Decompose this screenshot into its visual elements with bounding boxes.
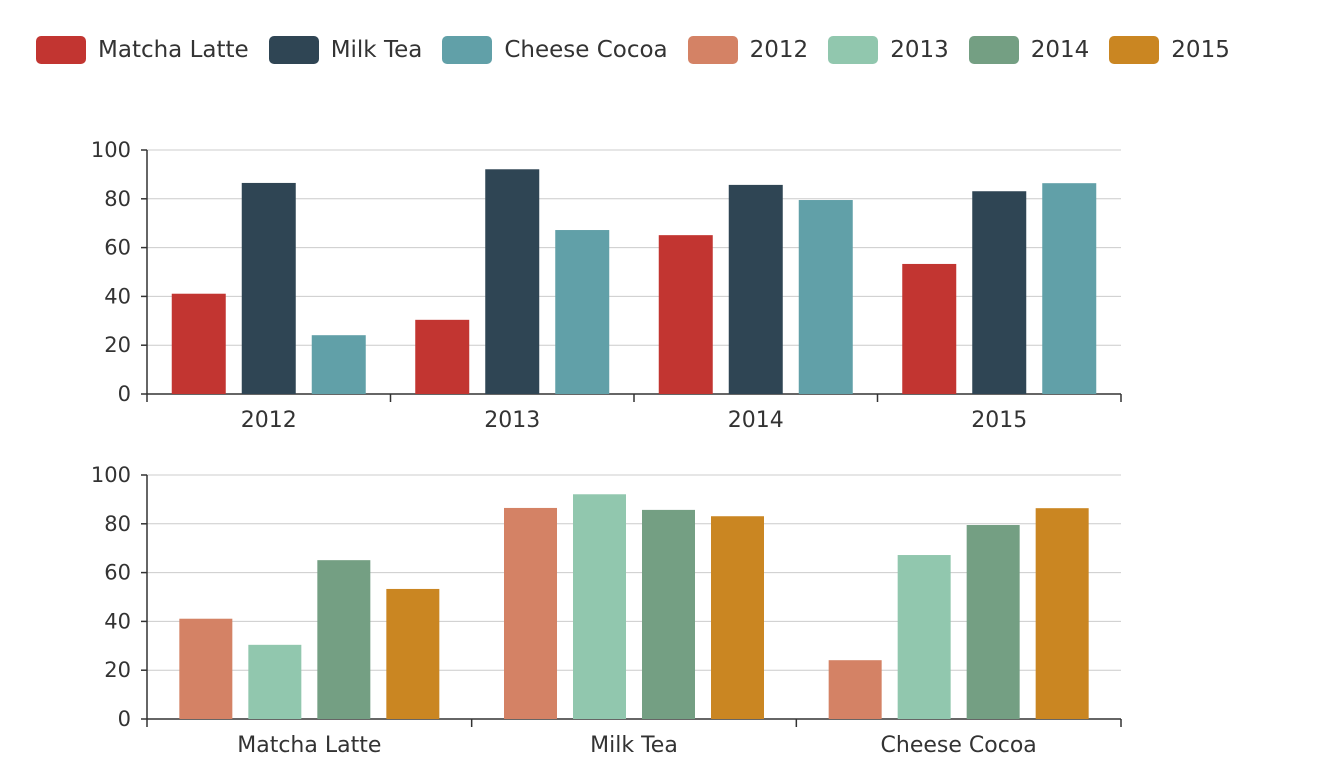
legend-swatch xyxy=(268,36,319,64)
chart-by-year-bar xyxy=(555,230,610,394)
legend-swatch xyxy=(968,36,1019,64)
legend-swatch xyxy=(687,36,738,64)
chart-by-year-category-label: 2015 xyxy=(971,408,1027,433)
chart-by-product-category-label: Milk Tea xyxy=(590,733,678,758)
legend-label: 2015 xyxy=(1171,37,1230,63)
chart-by-product-bar xyxy=(317,560,371,719)
chart-by-product-bar xyxy=(1035,508,1089,719)
chart-by-product-bar xyxy=(248,644,302,719)
chart-by-year-bar xyxy=(658,235,713,394)
legend-label: 2014 xyxy=(1030,37,1090,63)
chart-by-product-bar xyxy=(711,516,764,719)
chart-by-year-bar xyxy=(902,263,957,394)
legend-label: Cheese Cocoa xyxy=(504,37,668,63)
legend-swatch xyxy=(1109,36,1160,64)
chart-by-year-bar xyxy=(171,293,226,394)
chart-by-year-bar xyxy=(415,319,470,394)
chart-by-product-ytick-label: 60 xyxy=(104,561,131,585)
chart-by-product-category-label: Cheese Cocoa xyxy=(881,733,1037,758)
legend-item[interactable]: 2015 xyxy=(1109,36,1230,64)
legend-item[interactable]: 2013 xyxy=(828,36,949,64)
chart-by-year-ytick-label: 60 xyxy=(104,236,131,260)
chart-by-year-ytick-label: 20 xyxy=(104,333,131,357)
legend-item[interactable]: Cheese Cocoa xyxy=(442,36,668,64)
chart-by-product-bar xyxy=(897,555,951,719)
legend-swatch xyxy=(828,36,879,64)
chart-by-year-bar xyxy=(972,191,1027,394)
chart-by-product-bar xyxy=(573,494,626,719)
chart-by-year-bar xyxy=(728,184,783,394)
chart-by-year-ytick-label: 0 xyxy=(118,382,131,406)
chart-by-product-bar xyxy=(642,509,695,719)
chart-by-product-ytick-label: 100 xyxy=(91,463,131,487)
chart-by-year-bar xyxy=(798,200,853,394)
legend-item[interactable]: 2012 xyxy=(687,36,809,64)
chart-by-year-category-label: 2013 xyxy=(484,408,540,433)
chart-by-year-category-label: 2012 xyxy=(241,408,297,433)
legend-item[interactable]: Milk Tea xyxy=(268,36,423,64)
chart-by-product-bar xyxy=(386,588,440,719)
chart-by-product-bar xyxy=(179,618,233,719)
legend-item[interactable]: 2014 xyxy=(968,36,1090,64)
chart-by-year-bar xyxy=(1042,183,1097,394)
chart-by-product-ytick-label: 80 xyxy=(104,512,131,536)
chart-by-year-ytick-label: 40 xyxy=(104,284,131,308)
legend-item[interactable]: Matcha Latte xyxy=(36,36,249,64)
legend-label: Milk Tea xyxy=(330,37,423,63)
legend-label: 2013 xyxy=(890,37,949,63)
chart-by-year-ytick-label: 80 xyxy=(104,187,131,211)
chart-by-product-ytick-label: 0 xyxy=(118,707,131,731)
chart-by-product-bar xyxy=(966,525,1020,719)
chart-by-product-ytick-label: 40 xyxy=(104,609,131,633)
legend-swatch xyxy=(442,36,493,64)
chart-by-product-bar xyxy=(828,660,882,719)
legend-label: 2012 xyxy=(749,37,809,63)
legend-label: Matcha Latte xyxy=(98,37,249,63)
chart-by-year-bar xyxy=(241,182,296,394)
chart-by-product-bar xyxy=(504,507,557,719)
chart-by-product-category-label: Matcha Latte xyxy=(237,733,381,758)
legend-swatch xyxy=(36,36,86,64)
chart-by-product-ytick-label: 20 xyxy=(104,658,131,682)
chart-legend: Matcha Latte Milk Tea Cheese Cocoa 2012 2013… xyxy=(36,34,1250,66)
chart-by-year-category-label: 2014 xyxy=(728,408,784,433)
chart-by-year-bar xyxy=(485,169,540,394)
chart-by-year-ytick-label: 100 xyxy=(91,138,131,162)
chart-by-year-bar xyxy=(311,335,366,394)
